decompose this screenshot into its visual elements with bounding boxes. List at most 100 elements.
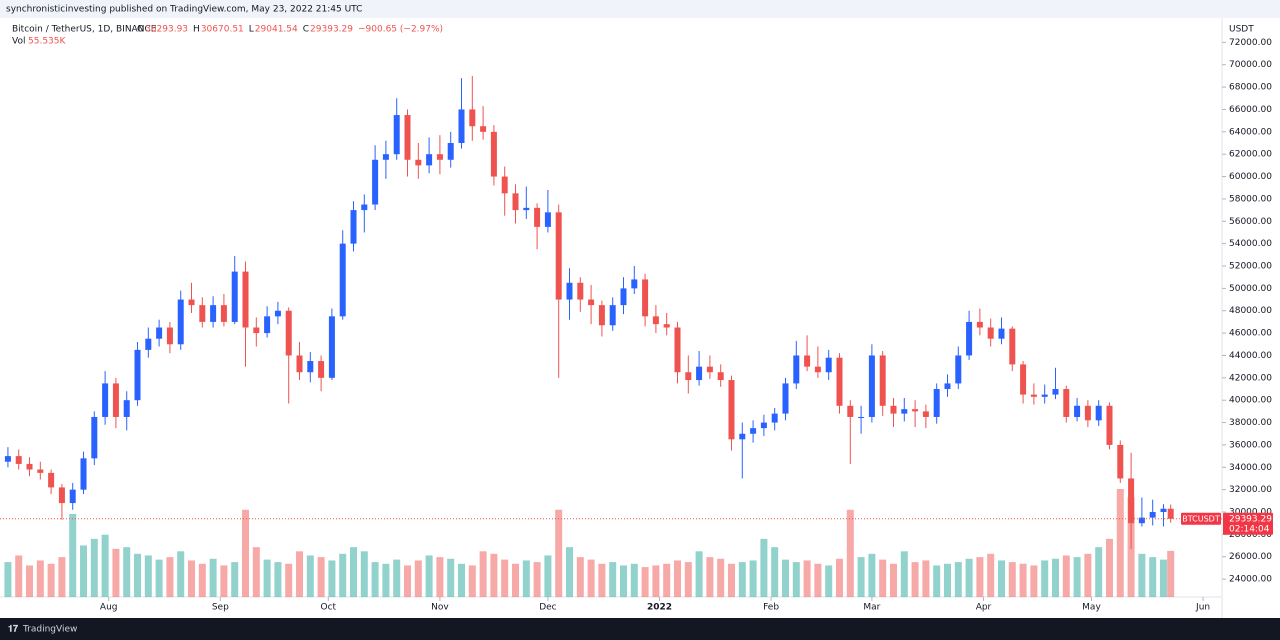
candle-body xyxy=(750,428,757,434)
volume-bar xyxy=(242,509,250,597)
volume-bar xyxy=(911,562,919,597)
candle-body xyxy=(793,355,800,384)
candle-body xyxy=(912,409,919,412)
volume-bar xyxy=(889,563,897,597)
volume-bar xyxy=(652,565,660,597)
publisher: synchronisticinvesting published on Trad… xyxy=(6,5,362,15)
candle-body xyxy=(123,400,130,417)
candle-body xyxy=(58,487,65,504)
candle-body xyxy=(177,299,184,345)
volume-bar xyxy=(371,562,379,597)
candle-body xyxy=(80,458,87,490)
volume-bar xyxy=(1138,553,1146,597)
volume-bar xyxy=(555,509,563,597)
candle-body xyxy=(998,328,1005,339)
volume-bar xyxy=(1030,565,1038,597)
brand: TradingView xyxy=(22,625,77,635)
volume-bar xyxy=(393,559,401,597)
candle-body xyxy=(339,243,346,317)
candle-body xyxy=(728,380,735,440)
candle-body xyxy=(879,355,886,406)
candle-body xyxy=(717,372,724,381)
volume-bar xyxy=(1116,489,1124,597)
ticker-label: BTCUSDT xyxy=(1182,514,1220,523)
candle-body xyxy=(188,299,195,306)
volume-bar xyxy=(80,545,88,597)
candle-body xyxy=(814,366,821,373)
volume-bar xyxy=(803,560,811,597)
volume-bar xyxy=(835,558,843,597)
bottom-bar xyxy=(0,618,1280,640)
candle-body xyxy=(663,324,670,328)
x-tick-label: Apr xyxy=(976,603,992,613)
volume-bar xyxy=(512,563,520,597)
volume-bar xyxy=(468,565,476,597)
candle-body xyxy=(555,212,562,300)
candle-body xyxy=(804,355,811,367)
candle-body xyxy=(26,463,33,470)
candle-body xyxy=(922,411,929,417)
candle-body xyxy=(1020,364,1027,395)
volume-bar xyxy=(1159,559,1167,597)
volume-bar xyxy=(1008,562,1016,597)
volume-bar xyxy=(846,509,854,597)
volume-bar xyxy=(26,565,34,597)
volume-bar xyxy=(317,557,325,597)
candle-body xyxy=(220,305,227,322)
volume-bar xyxy=(36,560,44,597)
candle-body xyxy=(685,372,692,381)
candle-body xyxy=(1128,478,1135,524)
volume-bar xyxy=(404,565,412,597)
candle-body xyxy=(490,131,497,177)
x-tick-label: Sep xyxy=(212,603,229,613)
candle-body xyxy=(469,109,476,127)
candle-body xyxy=(534,207,541,227)
y-tick-label: 64000.00 xyxy=(1229,127,1272,137)
candle-body xyxy=(145,338,152,350)
candle-body xyxy=(15,456,22,464)
candle-body xyxy=(242,271,249,328)
candle-body xyxy=(296,355,303,373)
volume-bar xyxy=(868,553,876,597)
volume-bar xyxy=(112,548,120,597)
candle-body xyxy=(1074,405,1081,417)
candle-body xyxy=(1084,405,1091,421)
volume-bar xyxy=(1073,557,1081,597)
y-tick-label: 40000.00 xyxy=(1229,396,1272,406)
candle-body xyxy=(944,383,951,390)
volume-bar xyxy=(673,560,681,597)
volume-bar xyxy=(609,562,617,597)
candle-body xyxy=(825,357,832,373)
candle-body xyxy=(1149,512,1156,518)
symbol: Bitcoin / TetherUS, 1D, BINANCE xyxy=(12,25,157,35)
volume-bar xyxy=(479,551,487,597)
volume-bar xyxy=(814,563,822,597)
y-tick-label: 30000.00 xyxy=(1229,508,1272,518)
volume-bar xyxy=(339,553,347,597)
volume-bar xyxy=(976,557,984,597)
candle-body xyxy=(112,383,119,417)
volume-bar xyxy=(943,563,951,597)
volume-bar xyxy=(155,559,163,597)
candle-body xyxy=(631,279,638,289)
ohlc-value: 30670.51 xyxy=(201,25,244,35)
volume-bar xyxy=(58,557,66,597)
volume-bar xyxy=(922,560,930,597)
candle-body xyxy=(1063,389,1070,417)
candle-body xyxy=(156,327,163,339)
x-tick-label: Oct xyxy=(321,603,337,613)
volume-bar xyxy=(436,557,444,597)
volume-bar xyxy=(209,558,217,597)
volume-bar xyxy=(166,557,174,597)
candle-body xyxy=(771,413,778,423)
candle-body xyxy=(620,288,627,306)
legend: Bitcoin / TetherUS, 1D, BINANCE Vol 55.5… xyxy=(12,25,443,47)
ohlc-value: 29393.29 xyxy=(310,25,353,35)
volume-bar xyxy=(177,551,185,597)
top-bar xyxy=(0,0,1280,18)
candle-body xyxy=(382,154,389,160)
y-tick-label: 66000.00 xyxy=(1229,105,1272,115)
candle-body xyxy=(350,210,357,244)
candle-body xyxy=(674,327,681,373)
